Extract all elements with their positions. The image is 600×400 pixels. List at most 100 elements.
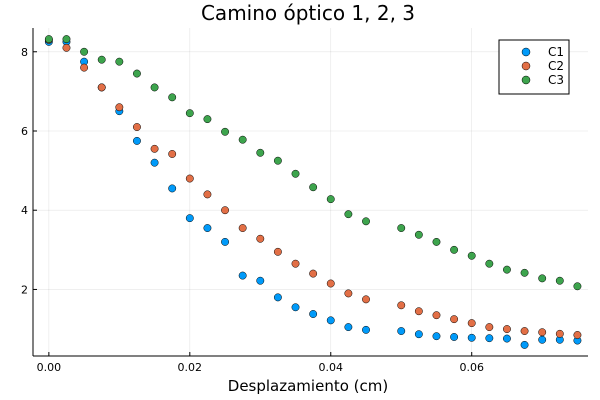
point-c1: [221, 237, 229, 246]
point-c2: [291, 259, 300, 268]
legend-label-c2: C2: [548, 59, 564, 73]
y-tick-label: 4: [21, 204, 28, 217]
point-c1: [291, 303, 300, 312]
x-tick-label: 0.02: [178, 361, 203, 374]
point-c2: [80, 63, 89, 72]
point-c2: [520, 327, 529, 335]
point-c2: [97, 83, 106, 92]
legend-marker-c2: [521, 61, 531, 71]
point-c2: [309, 269, 318, 278]
point-c3: [133, 69, 141, 78]
point-c2: [432, 311, 441, 320]
point-c2: [450, 315, 459, 324]
point-c1: [133, 136, 141, 145]
point-c3: [256, 148, 265, 157]
legend-marker-c1: [521, 47, 531, 57]
point-c2: [467, 319, 476, 328]
point-c1: [362, 325, 370, 334]
point-c2: [150, 144, 159, 153]
point-c3: [273, 156, 282, 165]
x-tick-label: 0.00: [37, 361, 62, 374]
point-c3: [573, 282, 582, 291]
point-c3: [538, 274, 547, 283]
legend-marker-c3: [521, 75, 531, 85]
point-c2: [326, 279, 335, 288]
point-c1: [503, 334, 511, 343]
point-c3: [44, 35, 53, 44]
y-tick-label: 2: [21, 283, 28, 296]
point-c2: [503, 325, 511, 334]
point-c1: [344, 323, 353, 332]
point-c3: [344, 210, 353, 219]
point-c3: [414, 230, 423, 239]
point-c1: [485, 334, 494, 343]
point-c3: [520, 268, 529, 277]
point-c3: [503, 265, 511, 274]
point-c2: [203, 190, 212, 199]
point-c1: [203, 224, 212, 232]
point-c1: [414, 330, 423, 339]
point-c2: [221, 206, 229, 215]
point-c3: [309, 183, 318, 192]
point-c3: [221, 127, 229, 136]
point-c3: [203, 115, 212, 124]
x-tick-label: 0.04: [319, 361, 344, 374]
point-c2: [538, 328, 547, 337]
y-tick-label: 8: [21, 46, 28, 59]
point-c3: [115, 57, 124, 66]
point-c2: [555, 329, 564, 338]
point-c2: [573, 331, 582, 339]
point-c3: [432, 237, 441, 246]
point-c1: [309, 310, 318, 318]
point-c2: [273, 247, 282, 256]
point-c3: [485, 259, 494, 268]
point-c2: [133, 123, 141, 131]
point-c1: [326, 316, 335, 325]
point-c2: [485, 323, 494, 332]
y-tick-label: 6: [21, 125, 28, 138]
point-c3: [80, 47, 89, 56]
point-c3: [555, 276, 564, 285]
point-c3: [467, 251, 476, 260]
point-c1: [238, 271, 247, 280]
point-c3: [150, 83, 159, 92]
point-c3: [238, 135, 247, 144]
point-c2: [414, 307, 423, 316]
point-c3: [168, 93, 177, 102]
x-axis-label: Desplazamiento (cm): [228, 377, 388, 395]
x-axis-ticks: 0.00 0.02 0.04 0.06: [37, 352, 484, 374]
point-c3: [62, 35, 71, 44]
point-c2: [62, 43, 71, 52]
y-axis-ticks: 2 4 6 8: [21, 46, 37, 296]
x-tick-label: 0.06: [459, 361, 484, 374]
point-c3: [450, 245, 459, 254]
point-c2: [344, 289, 353, 298]
axes: [32, 28, 588, 357]
point-c2: [362, 295, 370, 304]
point-c1: [450, 333, 459, 341]
legend-box: [498, 39, 570, 95]
point-c1: [168, 184, 177, 193]
point-c1: [273, 293, 282, 302]
chart-title: Camino óptico 1, 2, 3: [201, 1, 415, 25]
point-c2: [238, 224, 247, 232]
point-c3: [291, 169, 300, 178]
point-c1: [467, 333, 476, 342]
point-c3: [326, 195, 335, 204]
point-c1: [256, 276, 265, 285]
point-c1: [538, 335, 547, 344]
point-c3: [185, 109, 194, 118]
legend-label-c3: C3: [548, 73, 564, 87]
point-c1: [185, 214, 194, 223]
point-c2: [115, 103, 124, 112]
point-c3: [397, 224, 406, 232]
data-points: [44, 35, 582, 349]
legend-label-c1: C1: [548, 45, 564, 59]
point-c1: [397, 327, 406, 335]
point-c2: [185, 174, 194, 183]
point-c1: [432, 332, 441, 341]
point-c3: [97, 55, 106, 64]
point-c2: [168, 150, 177, 158]
